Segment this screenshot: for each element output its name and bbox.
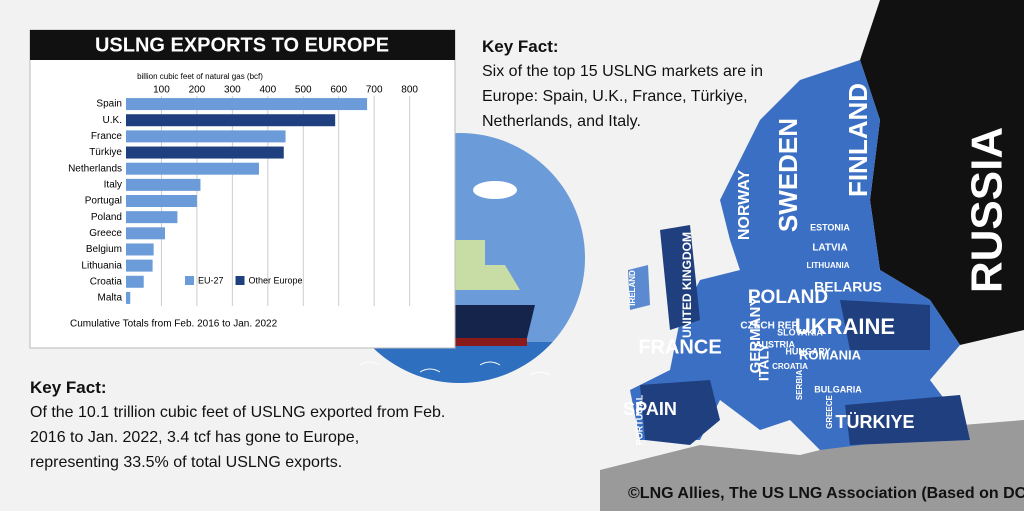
- bar: [126, 130, 286, 143]
- map-label: TÜRKIYE: [835, 412, 914, 432]
- credit: ©LNG Allies, The US LNG Association (Bas…: [628, 485, 1024, 502]
- legend-label: EU-27: [198, 275, 224, 285]
- land-grey: [600, 420, 1024, 511]
- x-tick-label: 800: [401, 85, 418, 96]
- uk-shape: [660, 225, 700, 330]
- title-bar: [30, 30, 455, 60]
- y-tick-label: Spain: [96, 99, 122, 110]
- bar: [126, 291, 131, 304]
- y-tick-label: Greece: [89, 228, 122, 239]
- spain-shape: [640, 380, 720, 445]
- y-tick-label: Netherlands: [68, 163, 122, 174]
- russia-shape: [860, 0, 1024, 345]
- map-label: SWEDEN: [773, 118, 803, 232]
- map-label: POLAND: [748, 287, 828, 308]
- map-label: UNITED KINGDOM: [680, 232, 694, 338]
- map-label: RUSSIA: [963, 127, 1012, 293]
- map-label: GERMANY: [747, 297, 764, 374]
- bar: [126, 114, 336, 127]
- bar-chart: 100 200 300 400 500 600 700 800 Spain U.K. France T…: [68, 85, 418, 306]
- x-tick-label: 200: [189, 85, 206, 96]
- x-tick-label: 300: [224, 85, 241, 96]
- map-label: IRELAND: [628, 270, 637, 306]
- ukraine-shape: [840, 300, 930, 350]
- map-label: HUNGARY: [785, 346, 830, 356]
- map-label: BELARUS: [814, 279, 882, 295]
- map-label: CROATIA: [772, 362, 808, 371]
- bar: [126, 98, 368, 111]
- bar: [126, 275, 144, 288]
- turkey-shape: [845, 395, 970, 445]
- x-tick-label: 500: [295, 85, 312, 96]
- y-tick-label: Belgium: [86, 244, 122, 255]
- map-label: ESTONIA: [810, 222, 850, 232]
- map-label: UKRAINE: [795, 314, 895, 339]
- map-label: BULGARIA: [814, 384, 862, 394]
- chart-title: USLNG EXPORTS TO EUROPE: [95, 34, 389, 56]
- map-label: FINLAND: [843, 83, 873, 197]
- cloud: [473, 181, 517, 199]
- map-label: AUSTRIA: [755, 339, 795, 349]
- bar: [126, 162, 259, 175]
- map-label: CZECH REP.: [740, 321, 799, 332]
- x-tick-label: 700: [366, 85, 383, 96]
- map-label: LITHUANIA: [806, 261, 849, 270]
- bar: [126, 211, 178, 224]
- map-label: PORTUGAL: [634, 394, 644, 445]
- map-label: GREECE: [825, 394, 834, 428]
- key-fact-text: Of the 10.1 trillion cubic feet of USLNG…: [30, 404, 446, 471]
- hull-bottom: [390, 338, 527, 346]
- y-tick-label: Poland: [91, 212, 122, 223]
- key-fact-heading: Key Fact:: [482, 37, 559, 56]
- bar: [126, 178, 201, 191]
- y-tick-label: Croatia: [90, 276, 123, 287]
- bar: [126, 243, 154, 256]
- x-tick-label: 100: [153, 85, 170, 96]
- y-tick-label: France: [91, 131, 123, 142]
- europe-shape: [630, 60, 960, 450]
- y-tick-label: Portugal: [85, 196, 122, 207]
- legend-swatch: [185, 276, 194, 285]
- key-fact-bottom: Key Fact: Of the 10.1 trillion cubic fee…: [30, 375, 450, 475]
- map-label: FRANCE: [638, 336, 721, 358]
- key-fact-text: Six of the top 15 USLNG markets are in E…: [482, 63, 764, 130]
- key-fact-heading: Key Fact:: [30, 378, 107, 397]
- bar: [126, 195, 197, 207]
- waves: [359, 361, 551, 376]
- map: RUSSIA FINLAND SWEDEN NORWAY ESTONIA LATVIA LI…: [600, 0, 1024, 511]
- key-fact-top: Key Fact: Six of the top 15 USLNG market…: [482, 34, 782, 134]
- x-tick-label: 600: [330, 85, 347, 96]
- y-tick-label: Lithuania: [81, 260, 122, 271]
- legend-label: Other Europe: [249, 275, 303, 285]
- map-label: LATVIA: [812, 243, 847, 254]
- bar: [126, 146, 284, 159]
- map-label: ROMANIA: [799, 347, 862, 362]
- map-label: NORWAY: [736, 170, 753, 241]
- map-label: SLOVAKIA: [777, 327, 823, 337]
- y-tick-label: Italy: [104, 179, 122, 190]
- ireland-shape: [628, 265, 650, 310]
- map-label: SPAIN: [623, 399, 677, 419]
- map-label: ITALY: [756, 342, 772, 381]
- chart-box: [29, 29, 456, 349]
- x-tick-label: 400: [259, 85, 276, 96]
- axis-title: billion cubic feet of natural gas (bcf): [137, 72, 263, 81]
- bar: [126, 227, 165, 240]
- bar: [126, 259, 153, 272]
- chart-note: Cumulative Totals from Feb. 2016 to Jan.…: [70, 319, 278, 330]
- legend-swatch: [235, 276, 245, 285]
- map-label: SERBIA: [795, 370, 804, 400]
- y-tick-label: Türkiye: [89, 147, 122, 158]
- y-tick-label: Malta: [98, 293, 123, 304]
- y-tick-label: U.K.: [103, 115, 122, 126]
